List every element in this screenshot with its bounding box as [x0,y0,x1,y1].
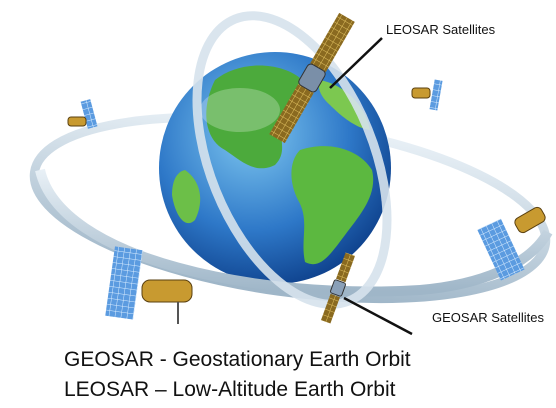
leo-satellite [320,252,356,324]
geo-satellite [105,246,193,324]
geo-satellite [67,99,98,129]
geo-satellite [411,79,443,111]
pointer-line [343,296,413,336]
pointer-line [329,37,383,89]
legend-line: LEOSAR – Low-Altitude Earth Orbit [64,378,396,401]
leosar-label: LEOSAR Satellites [386,22,496,37]
earth [159,52,391,284]
legend-line: GEOSAR - Geostationary Earth Orbit [64,348,411,371]
leo-satellite [269,12,355,144]
geo-satellite [477,206,546,281]
geosar-label: GEOSAR Satellites [432,310,544,325]
